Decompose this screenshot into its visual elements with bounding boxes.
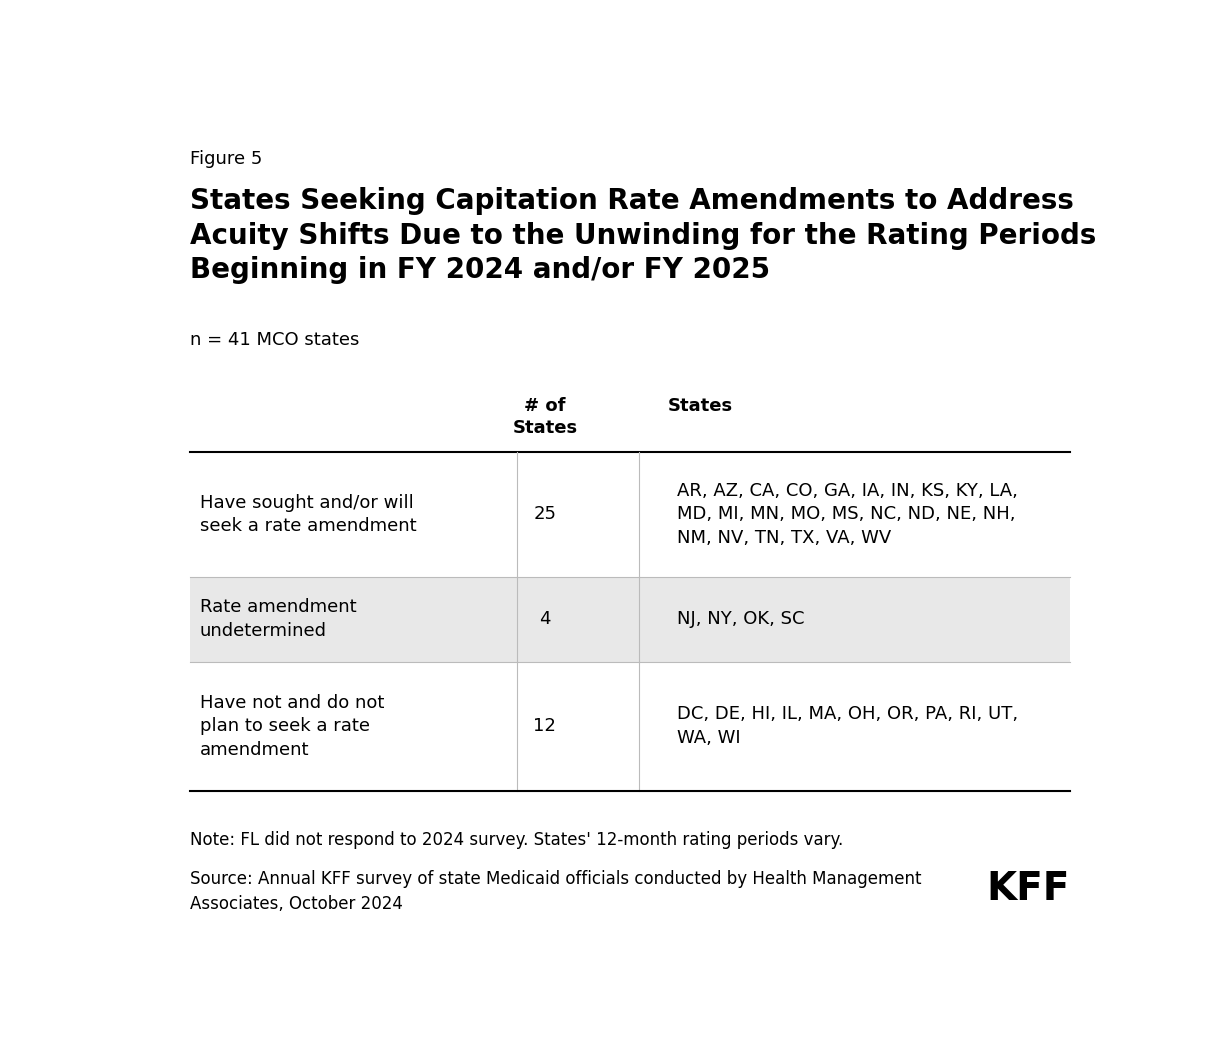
Text: NJ, NY, OK, SC: NJ, NY, OK, SC bbox=[677, 610, 805, 628]
Text: 12: 12 bbox=[533, 717, 556, 735]
Text: Have not and do not
plan to seek a rate
amendment: Have not and do not plan to seek a rate … bbox=[200, 694, 384, 759]
Text: Note: FL did not respond to 2024 survey. States' 12-month rating periods vary.: Note: FL did not respond to 2024 survey.… bbox=[190, 831, 843, 849]
Text: States Seeking Capitation Rate Amendments to Address
Acuity Shifts Due to the Un: States Seeking Capitation Rate Amendment… bbox=[190, 188, 1097, 284]
Text: Have sought and/or will
seek a rate amendment: Have sought and/or will seek a rate amen… bbox=[200, 494, 416, 536]
Text: Rate amendment
undetermined: Rate amendment undetermined bbox=[200, 598, 356, 640]
Text: 25: 25 bbox=[533, 505, 556, 523]
Text: n = 41 MCO states: n = 41 MCO states bbox=[190, 331, 360, 349]
Bar bbox=[190, 576, 1070, 661]
Text: KFF: KFF bbox=[986, 870, 1070, 908]
Text: AR, AZ, CA, CO, GA, IA, IN, KS, KY, LA,
MD, MI, MN, MO, MS, NC, ND, NE, NH,
NM, : AR, AZ, CA, CO, GA, IA, IN, KS, KY, LA, … bbox=[677, 482, 1019, 547]
Text: # of
States: # of States bbox=[512, 397, 577, 437]
Text: DC, DE, HI, IL, MA, OH, OR, PA, RI, UT,
WA, WI: DC, DE, HI, IL, MA, OH, OR, PA, RI, UT, … bbox=[677, 705, 1019, 747]
Text: Figure 5: Figure 5 bbox=[190, 150, 262, 168]
Text: States: States bbox=[667, 397, 733, 415]
Text: Source: Annual KFF survey of state Medicaid officials conducted by Health Manage: Source: Annual KFF survey of state Medic… bbox=[190, 870, 922, 913]
Text: 4: 4 bbox=[539, 610, 550, 628]
